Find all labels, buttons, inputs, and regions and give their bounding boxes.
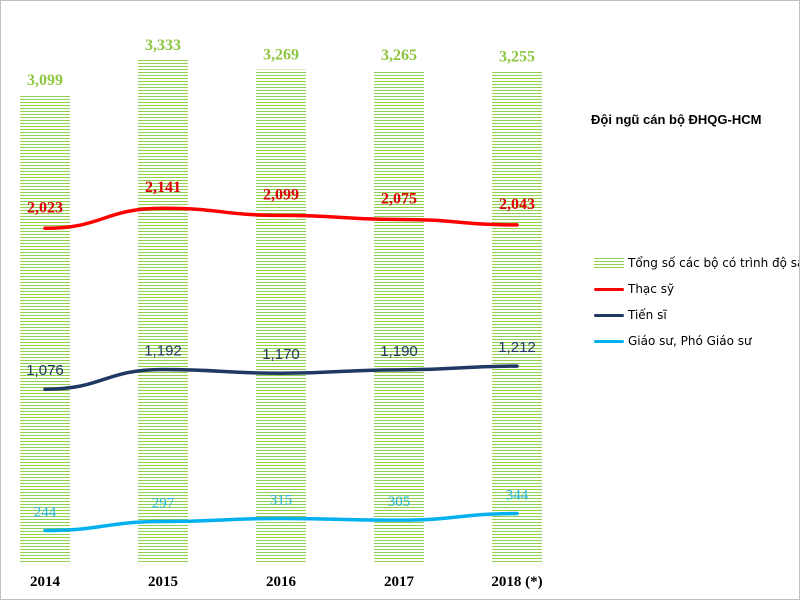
x-tick-2018 (*): 2018 (*): [491, 574, 542, 590]
legend-swatch-tien-si: [594, 313, 624, 317]
label-thac-sy-2015: 2,141: [145, 179, 181, 196]
label-tien-si-2016: 1,170: [262, 346, 300, 363]
label-tien-si-2014: 1,076: [26, 362, 64, 379]
chart-title: Đội ngũ cán bộ ĐHQG-HCM: [591, 112, 762, 127]
bar-total-2016: [256, 69, 306, 562]
label-thac-sy-2018 (*): 2,043: [499, 196, 535, 213]
legend-swatch-total: [594, 258, 624, 268]
bar-total-2018 (*): [492, 71, 542, 562]
legend-swatch-thac-sy: [594, 287, 624, 291]
bar-label-2018 (*): 3,255: [499, 49, 535, 66]
bar-label-2014: 3,099: [27, 72, 63, 89]
bar-label-2017: 3,265: [381, 47, 417, 64]
label-thac-sy-2014: 2,023: [27, 199, 63, 216]
legend-item-giao-su: Giáo sư, Phó Giáo sư: [594, 328, 800, 354]
label-thac-sy-2017: 2,075: [381, 190, 417, 207]
label-giao-su-2014: 244: [34, 505, 57, 521]
label-giao-su-2016: 315: [270, 492, 293, 508]
x-tick-2014: 2014: [30, 574, 61, 590]
bar-label-2015: 3,333: [145, 37, 181, 54]
bar-label-2016: 3,269: [263, 47, 299, 64]
x-tick-2017: 2017: [384, 574, 415, 590]
legend-swatch-giao-su: [594, 339, 624, 343]
label-thac-sy-2016: 2,099: [263, 186, 299, 203]
legend-label-tien-si: Tiến sĩ: [628, 308, 667, 322]
label-giao-su-2015: 297: [152, 496, 175, 512]
legend-label-thac-sy: Thạc sỹ: [628, 282, 675, 296]
x-tick-2016: 2016: [266, 574, 297, 590]
legend-item-tien-si: Tiến sĩ: [594, 302, 800, 328]
label-tien-si-2018 (*): 1,212: [498, 339, 536, 356]
label-tien-si-2017: 1,190: [380, 343, 418, 360]
label-tien-si-2015: 1,192: [144, 342, 182, 359]
legend-label-giao-su: Giáo sư, Phó Giáo sư: [628, 334, 752, 348]
legend-item-thac-sy: Thạc sỹ: [594, 276, 800, 302]
bar-total-2015: [138, 60, 188, 562]
label-giao-su-2018 (*): 344: [506, 488, 529, 504]
x-tick-2015: 2015: [148, 574, 178, 590]
label-giao-su-2017: 305: [388, 494, 411, 510]
legend: Tổng số các bộ có trình độ sau đại học T…: [594, 250, 800, 354]
legend-item-total: Tổng số các bộ có trình độ sau đại học: [594, 250, 800, 276]
legend-label-total: Tổng số các bộ có trình độ sau đại học: [628, 256, 800, 270]
bar-total-2017: [374, 70, 424, 562]
bar-total-2014: [20, 95, 70, 562]
